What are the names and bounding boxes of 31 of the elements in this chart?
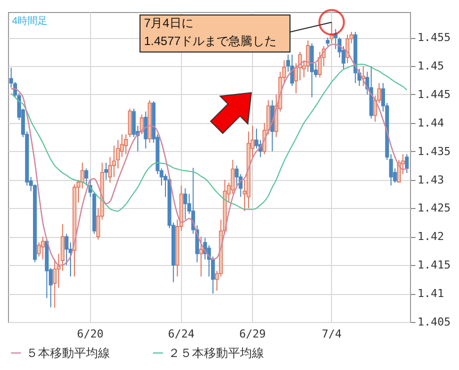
- y-tick-label: 1.41: [418, 287, 444, 300]
- candlestick: [84, 168, 88, 186]
- annotation: 4時間足: [12, 15, 48, 27]
- line-series: [10, 64, 408, 212]
- y-tick-label: 1.435: [418, 144, 451, 158]
- y-tick-label: 1.405: [418, 316, 451, 328]
- candlestick: [40, 236, 45, 260]
- candlestick: [124, 134, 128, 155]
- x-tick-label: 6/20: [77, 328, 104, 340]
- y-tick-label: 1.415: [418, 258, 451, 272]
- y-tick-label: 1.445: [418, 88, 451, 101]
- candlestick: [104, 162, 108, 180]
- annotation: 7月4日に 1.4577ドルまで急騰した: [144, 16, 277, 48]
- candlestick: [132, 108, 136, 138]
- x-tick-label: 6/24: [168, 328, 195, 340]
- candlestick: [199, 236, 203, 277]
- candlestick: [183, 188, 188, 220]
- candlestick: [346, 34, 350, 64]
- legend-label: ５本移動平均線: [26, 346, 110, 360]
- legend-label: ２５本移動平均線: [168, 346, 264, 360]
- y-tick-label: 1.42: [418, 230, 444, 244]
- y-tick-label: 1.455: [418, 31, 451, 44]
- candlestick: [128, 108, 132, 138]
- y-tick-label: 1.45: [418, 60, 444, 73]
- x-tick-label: 6/29: [239, 328, 266, 340]
- candlestick: [290, 54, 294, 86]
- y-tick-label: 1.43: [418, 173, 444, 186]
- x-tick-label: 7/4: [322, 328, 342, 340]
- candlestick: [404, 154, 409, 174]
- y-tick-label: 1.425: [418, 202, 451, 215]
- y-tick-label: 1.44: [418, 116, 444, 130]
